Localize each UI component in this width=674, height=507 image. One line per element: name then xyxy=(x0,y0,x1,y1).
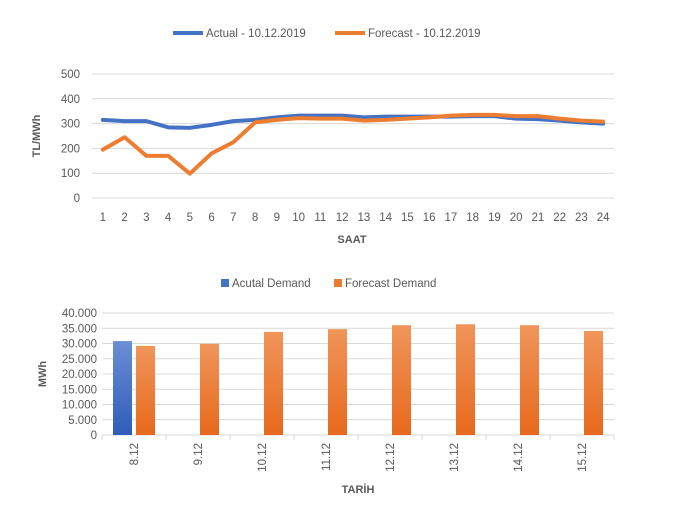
line-x-tick-label: 21 xyxy=(531,212,544,224)
line-x-tick-label: 23 xyxy=(575,212,588,224)
line-x-tick-label: 18 xyxy=(466,212,479,224)
line-y-tick-label: 400 xyxy=(61,94,80,106)
bar-x-tick-label: 11.12 xyxy=(321,443,333,471)
bar-x-axis-title: TARİH xyxy=(342,483,375,496)
bar-forecast-demand xyxy=(456,324,475,435)
line-x-tick-label: 24 xyxy=(597,212,610,224)
line-x-tick-label: 19 xyxy=(488,212,501,224)
legend-actual-demand-label: Acutal Demand xyxy=(232,278,311,290)
bar-x-tick-label: 8.12 xyxy=(129,443,141,465)
bar-y-tick-label: 15.000 xyxy=(62,384,97,396)
bar-x-tick-label: 13.12 xyxy=(449,443,461,472)
bar-y-tick-label: 40.000 xyxy=(62,308,97,320)
line-x-tick-label: 13 xyxy=(357,212,370,224)
line-y-axis-title: TL/MWh xyxy=(31,114,43,157)
bar-y-tick-label: 5.000 xyxy=(68,415,97,427)
line-y-tick-label: 100 xyxy=(61,168,80,180)
legend-forecast-demand-label: Forecast Demand xyxy=(345,278,436,290)
series-line-forecast xyxy=(100,112,606,176)
legend-forecast-demand-swatch xyxy=(334,279,342,287)
bar-forecast-demand xyxy=(520,325,539,435)
bar-y-tick-label: 10.000 xyxy=(62,400,97,412)
bar-x-tick-label: 14.12 xyxy=(513,443,525,472)
line-x-tick-label: 17 xyxy=(444,212,457,224)
line-x-axis-title: SAAT xyxy=(337,234,366,246)
bar-x-tick-label: 10.12 xyxy=(257,443,269,472)
line-x-tick-label: 4 xyxy=(165,212,172,224)
bar-x-tick-label: 15.12 xyxy=(577,443,589,472)
bar-forecast-demand xyxy=(328,329,347,435)
line-x-tick-label: 6 xyxy=(208,212,214,224)
line-x-tick-label: 5 xyxy=(187,212,193,224)
bar-x-tick-label: 9.12 xyxy=(193,443,205,465)
line-x-tick-label: 15 xyxy=(401,212,414,224)
line-x-tick-label: 14 xyxy=(379,212,392,224)
bar-x-tick-label: 12.12 xyxy=(385,443,397,472)
bar-forecast-demand xyxy=(392,325,411,435)
line-x-tick-label: 11 xyxy=(314,212,326,224)
line-x-tick-label: 7 xyxy=(230,212,236,224)
bar-y-tick-label: 20.000 xyxy=(62,369,97,381)
line-x-tick-label: 9 xyxy=(274,212,280,224)
bar-y-axis-title: MWh xyxy=(37,361,49,388)
bar-y-tick-label: 30.000 xyxy=(62,339,97,351)
line-x-tick-label: 1 xyxy=(100,212,106,224)
line-x-tick-label: 22 xyxy=(553,212,566,224)
line-x-tick-label: 3 xyxy=(143,212,149,224)
line-x-tick-label: 16 xyxy=(423,212,436,224)
line-y-tick-label: 300 xyxy=(61,119,80,131)
line-x-tick-label: 10 xyxy=(292,212,305,224)
bar-y-tick-label: 25.000 xyxy=(62,354,97,366)
bar-y-tick-label: 35.000 xyxy=(62,323,97,335)
line-x-tick-label: 12 xyxy=(336,212,349,224)
line-y-tick-label: 200 xyxy=(61,143,80,155)
line-x-tick-label: 2 xyxy=(121,212,127,224)
line-y-tick-label: 500 xyxy=(61,69,80,81)
bar-forecast-demand xyxy=(136,345,155,435)
legend-forecast-label: Forecast - 10.12.2019 xyxy=(368,28,481,40)
bar-forecast-demand xyxy=(584,330,603,435)
legend-actual-label: Actual - 10.12.2019 xyxy=(206,28,306,40)
line-x-tick-label: 20 xyxy=(510,212,523,224)
bar-actual-demand xyxy=(113,341,132,435)
legend-actual-demand-swatch xyxy=(221,279,229,287)
bar-forecast-demand xyxy=(264,331,283,435)
line-y-tick-label: 0 xyxy=(74,193,80,205)
series-line-actual xyxy=(100,113,606,130)
bar-y-tick-label: 0 xyxy=(91,430,97,442)
bar-forecast-demand xyxy=(200,343,219,435)
line-x-tick-label: 8 xyxy=(252,212,258,224)
